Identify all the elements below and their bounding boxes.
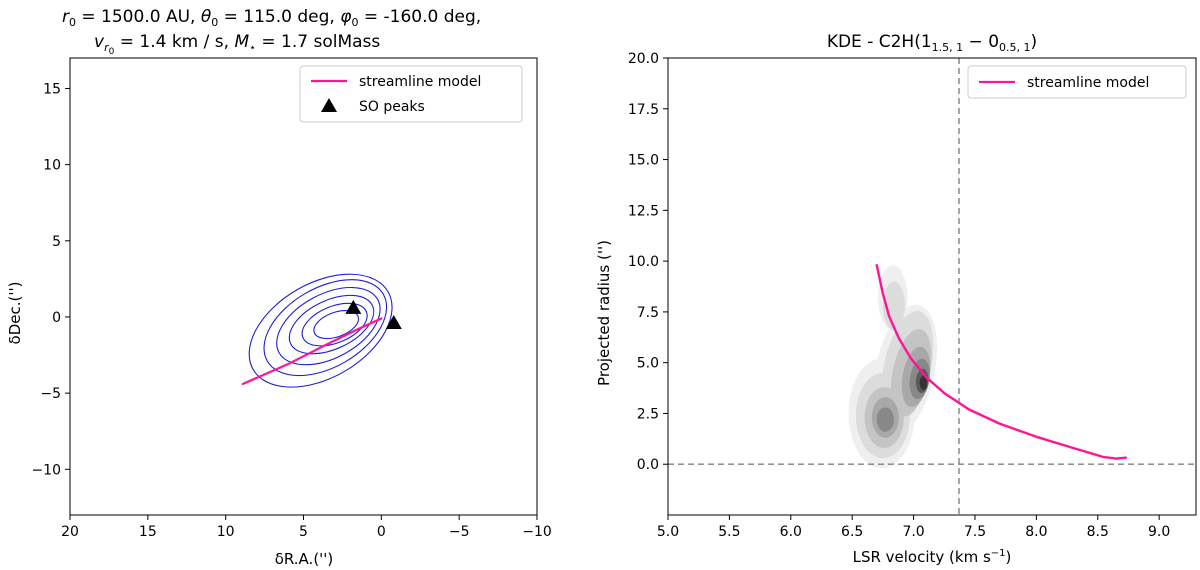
left-panel: r0 = 1500.0 AU, θ0 = 115.0 deg, φ0 = -16… <box>6 7 552 568</box>
kde-level-5 <box>876 407 894 432</box>
contour-group <box>248 273 393 388</box>
legend-streamline-label: streamline model <box>359 74 481 90</box>
legend-peak-swatch <box>321 98 337 112</box>
legend-box <box>967 65 1187 99</box>
right-title: KDE - C2H(11.5, 1 − 00.5, 1) <box>827 32 1037 54</box>
y-tick-label: 0.0 <box>637 457 659 473</box>
right-plot-area: 5.0 5.5 6.0 6.5 7.0 7.5 8.0 8.5 9.0 0.0 2.5 5.0 7.5 1… <box>628 51 1197 540</box>
legend-box <box>299 65 523 123</box>
left-title-line1: r0 = 1500.0 AU, θ0 = 115.0 deg, φ0 = -16… <box>62 7 481 29</box>
streamline-line <box>241 317 383 386</box>
y-tick-label: 0 <box>52 310 61 326</box>
contour-level-6 <box>313 310 360 340</box>
x-tick-label: 6.5 <box>841 524 863 540</box>
so-peak-marker <box>345 299 362 314</box>
y-tick-label: 15.0 <box>628 153 659 169</box>
y-tick-label: −5 <box>40 386 61 402</box>
y-tick-label: 12.5 <box>628 203 659 219</box>
x-tick-label: 7.5 <box>964 524 986 540</box>
x-tick-label: −5 <box>449 524 470 540</box>
y-tick-label: 5 <box>52 234 61 250</box>
so-peak-marker <box>385 315 402 330</box>
contour-level-3 <box>276 286 381 366</box>
left-plot-area: 20 15 10 5 0 −5 −10 −10 −5 0 5 10 15 streamline model… <box>31 57 552 540</box>
x-tick-label: 5 <box>299 524 308 540</box>
right-plot-background <box>668 58 1196 515</box>
x-tick-label: 20 <box>61 524 79 540</box>
kde-density <box>848 265 938 469</box>
y-tick-label: 17.5 <box>628 102 659 118</box>
right-xlabel: LSR velocity (km s−1) <box>853 548 1012 566</box>
contour-level-1 <box>248 273 393 388</box>
kde-level-2 <box>882 281 905 331</box>
right-ylabel: Projected radius ('') <box>595 240 613 386</box>
contour-level-2 <box>263 279 388 377</box>
x-tick-label: −10 <box>522 524 552 540</box>
y-tick-label: 15 <box>43 81 61 97</box>
x-tick-label: 5.5 <box>718 524 740 540</box>
left-legend: streamline model SO peaks <box>299 65 523 123</box>
left-ylabel: δDec.('') <box>6 282 24 345</box>
legend-streamline-label: streamline model <box>1027 75 1149 91</box>
y-tick-label: −10 <box>31 462 61 478</box>
y-tick-label: 10 <box>43 158 61 174</box>
contour-level-4 <box>288 294 375 355</box>
x-tick-label: 0 <box>377 524 386 540</box>
x-tick-label: 9.0 <box>1148 524 1170 540</box>
x-tick-label: 10 <box>217 524 235 540</box>
x-tick-label: 6.0 <box>780 524 802 540</box>
x-tick-label: 5.0 <box>657 524 679 540</box>
x-tick-label: 7.0 <box>902 524 924 540</box>
legend-peaks-label: SO peaks <box>359 99 425 115</box>
x-tick-label: 8.5 <box>1087 524 1109 540</box>
right-legend: streamline model <box>967 65 1187 99</box>
streamline-line <box>875 263 1128 460</box>
left-title-line2: vr0 = 1.4 km / s, M⋆ = 1.7 solMass <box>94 32 380 57</box>
left-xlabel: δR.A.('') <box>275 550 334 568</box>
y-tick-label: 2.5 <box>637 406 659 422</box>
right-plot-frame <box>667 57 1197 516</box>
contour-level-5 <box>301 302 368 347</box>
kde-level-7 <box>919 375 928 391</box>
x-tick-label: 8.0 <box>1025 524 1047 540</box>
y-tick-label: 7.5 <box>637 305 659 321</box>
y-tick-label: 5.0 <box>637 356 659 372</box>
y-tick-label: 20.0 <box>628 51 659 67</box>
x-tick-label: 15 <box>139 524 157 540</box>
y-tick-label: 10.0 <box>628 254 659 270</box>
right-panel: KDE - C2H(11.5, 1 − 00.5, 1) 5.0 5.5 6.0 6.… <box>595 32 1197 566</box>
